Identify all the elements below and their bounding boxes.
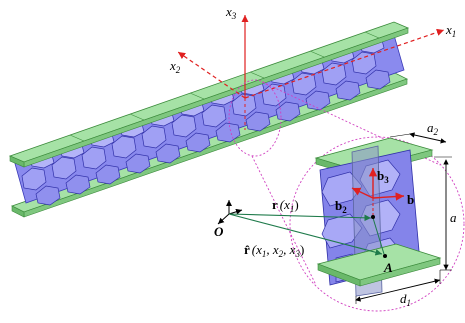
vector-b1	[372, 192, 405, 201]
label-a2: a2	[427, 120, 439, 137]
label-r: r (x1)	[272, 197, 299, 214]
selection-ellipse	[228, 79, 282, 157]
local-basis	[351, 168, 405, 216]
origin-frame	[217, 200, 243, 225]
label-d1: d1	[400, 291, 411, 308]
label-x3: x3	[225, 4, 237, 21]
label-x2: x2	[169, 58, 181, 75]
label-b1: b	[407, 192, 414, 207]
magnifier	[228, 79, 465, 312]
dim-a2	[409, 132, 447, 144]
vector-b2	[351, 187, 374, 199]
axis-x1	[244, 28, 445, 99]
beam	[8, 21, 410, 218]
label-b3: b3	[377, 168, 389, 185]
label-x1: x1	[445, 22, 456, 39]
dimensions	[355, 132, 452, 304]
vector-r	[228, 213, 372, 222]
label-point-a: A	[383, 260, 393, 275]
label-rhat: r̂ (x1, x2, x3)	[244, 242, 304, 259]
position-vectors	[228, 213, 387, 258]
zoom-circle	[289, 136, 465, 312]
label-a: a	[450, 210, 457, 225]
label-origin: O	[214, 224, 224, 239]
label-b2: b2	[335, 198, 347, 215]
global-axes	[177, 15, 445, 130]
vector-rhat	[228, 213, 383, 256]
dim-d1	[355, 278, 441, 302]
